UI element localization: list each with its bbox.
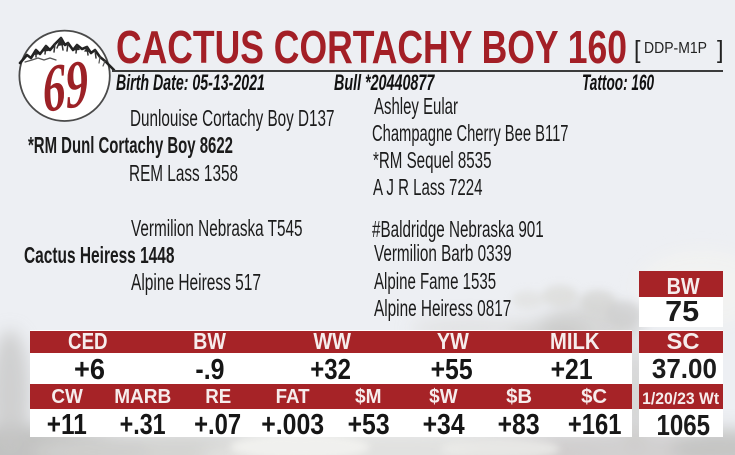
- svg-text:69: 69: [41, 45, 90, 127]
